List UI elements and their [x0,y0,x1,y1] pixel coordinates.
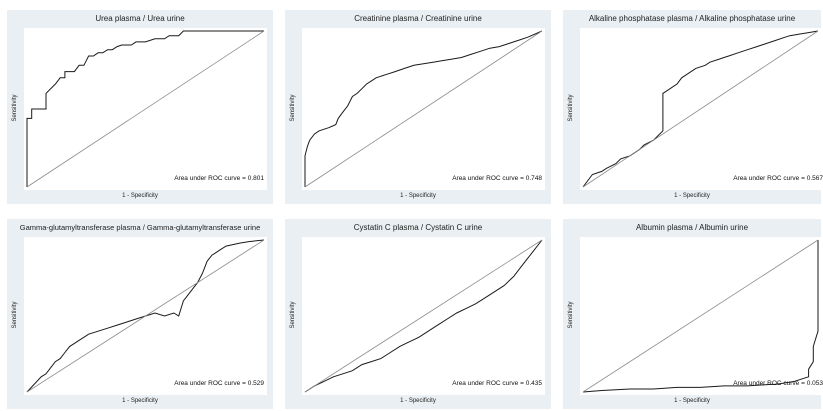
y-axis-label: Sensitivity [290,301,296,329]
auc-value: 0.529 [247,380,264,387]
plot-area: Area under ROC curve = 0.529 [24,237,267,395]
chart-title: Albumin plasma / Albumin urine [635,223,749,232]
chart-title: Urea plasma / Urea urine [95,14,185,23]
x-axis-label: 1 - Specificity [674,398,710,404]
auc-label: Area under ROC curve = [733,175,807,182]
roc-panel-creatinine: Creatinine plasma / Creatinine urine Are… [285,10,551,204]
roc-curve-line [304,30,543,187]
auc-label: Area under ROC curve = [733,380,807,387]
roc-curve-line [26,30,264,187]
roc-curve-line [582,30,819,188]
auc-annotation: Area under ROC curve = 0.435 [452,380,542,387]
roc-panel-alkaline-phosphatase: Alkaline phosphatase plasma / Alkaline p… [563,10,823,204]
roc-curve-svg [26,239,265,393]
y-axis-label: Sensitivity [12,301,18,329]
auc-annotation: Area under ROC curve = 0.053 [733,380,823,387]
roc-curve-svg [582,239,819,393]
reference-diagonal-line [304,239,543,393]
x-axis-label: 1 - Specificity [122,398,158,404]
auc-annotation: Area under ROC curve = 0.567 [733,175,823,182]
reference-diagonal-line [582,30,819,188]
auc-label: Area under ROC curve = [174,175,248,182]
reference-diagonal-line [26,239,265,393]
reference-diagonal-line [582,239,819,393]
y-axis-label: Sensitivity [568,301,574,329]
auc-label: Area under ROC curve = [174,380,248,387]
roc-curve-svg [304,30,543,188]
x-axis-label: 1 - Specificity [122,193,158,199]
reference-diagonal-line [304,30,543,188]
plot-area: Area under ROC curve = 0.053 [580,237,823,395]
auc-value: 0.435 [525,380,542,387]
roc-panel-urea: Urea plasma / Urea urine Area under ROC … [7,10,273,204]
y-axis-label: Sensitivity [290,94,296,122]
plot-area: Area under ROC curve = 0.801 [24,28,267,190]
chart-title: Alkaline phosphatase plasma / Alkaline p… [588,14,796,23]
roc-curve-line [582,240,819,393]
auc-label: Area under ROC curve = [452,175,526,182]
chart-title: Creatinine plasma / Creatinine urine [354,14,482,23]
plot-area: Area under ROC curve = 0.435 [302,237,545,395]
roc-panel-albumin: Albumin plasma / Albumin urine Area unde… [563,219,823,409]
roc-panel-ggt: Gamma-glutamyltransferase plasma / Gamma… [7,219,273,409]
roc-panel-cystatin-c: Cystatin C plasma / Cystatin C urine Are… [285,219,551,409]
auc-annotation: Area under ROC curve = 0.748 [452,175,542,182]
plot-area: Area under ROC curve = 0.748 [302,28,545,190]
plot-area: Area under ROC curve = 0.567 [580,28,823,190]
auc-value: 0.748 [525,175,542,182]
auc-annotation: Area under ROC curve = 0.529 [174,380,264,387]
chart-title: Gamma-glutamyltransferase plasma / Gamma… [19,223,261,232]
x-axis-label: 1 - Specificity [674,193,710,199]
y-axis-label: Sensitivity [12,94,18,122]
auc-annotation: Area under ROC curve = 0.801 [174,175,264,182]
roc-curve-svg [582,30,819,188]
reference-diagonal-line [26,30,265,188]
roc-curve-line [304,239,543,393]
x-axis-label: 1 - Specificity [400,398,436,404]
auc-value: 0.053 [806,380,823,387]
auc-value: 0.801 [247,175,264,182]
chart-title: Cystatin C plasma / Cystatin C urine [353,223,483,232]
auc-label: Area under ROC curve = [452,380,526,387]
y-axis-label: Sensitivity [568,94,574,122]
x-axis-label: 1 - Specificity [400,193,436,199]
auc-value: 0.567 [806,175,823,182]
roc-curve-svg [304,239,543,393]
roc-curve-svg [26,30,265,188]
roc-curve-line [26,239,265,393]
